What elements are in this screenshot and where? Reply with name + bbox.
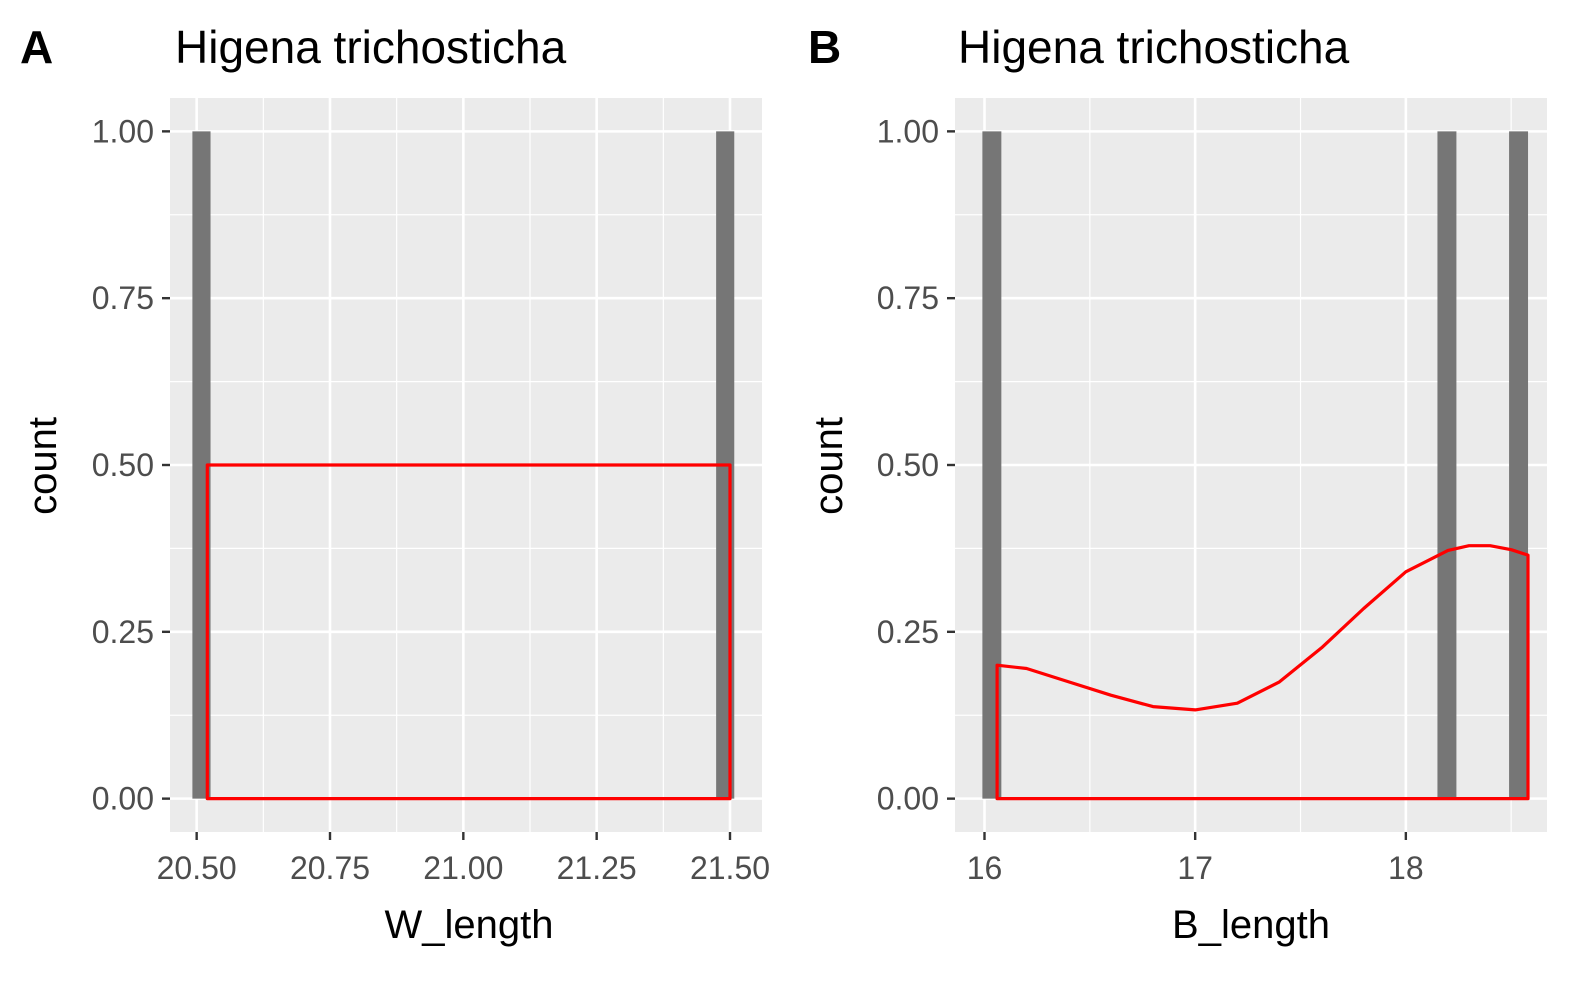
bars-b — [982, 131, 1529, 799]
chart-title-a: Higena trichosticha — [175, 21, 567, 73]
chart-panel-b: B Higena trichosticha 0.00 0.25 0.50 0.75 1.… — [807, 21, 1547, 947]
y-tick-label-a-1: 0.25 — [92, 614, 154, 650]
y-tick-label-a-3: 0.75 — [92, 280, 154, 316]
panel-tag-a: A — [20, 21, 53, 73]
x-tick-label-a-1: 20.75 — [290, 850, 370, 886]
y-axis-ticks-b: 0.00 0.25 0.50 0.75 1.00 — [877, 113, 955, 817]
y-axis-ticks-a: 0.00 0.25 0.50 0.75 1.00 — [92, 113, 170, 817]
density-curve-a — [205, 463, 732, 801]
x-axis-label-a: W_length — [385, 903, 554, 947]
x-tick-label-a-0: 20.50 — [157, 850, 237, 886]
x-axis-ticks-a: 20.50 20.75 21.00 21.25 21.50 — [157, 832, 770, 886]
x-tick-label-a-4: 21.50 — [690, 850, 770, 886]
x-tick-label-b-1: 17 — [1177, 850, 1213, 886]
y-axis-label-a: count — [21, 417, 65, 515]
y-tick-label-a-4: 1.00 — [92, 113, 154, 149]
chart-title-b: Higena trichosticha — [958, 21, 1350, 73]
panel-tag-b: B — [808, 21, 841, 73]
x-axis-ticks-b: 16 17 18 — [967, 832, 1424, 886]
y-axis-label-b: count — [807, 417, 851, 515]
bar-b-2 — [1509, 131, 1529, 799]
x-tick-label-a-2: 21.00 — [423, 850, 503, 886]
chart-panel-a: A Higena trichosticha 0.00 0.25 0.50 0.75 1.… — [20, 21, 770, 947]
y-tick-label-b-2: 0.50 — [877, 447, 939, 483]
bar-b-1 — [1437, 131, 1457, 799]
x-axis-label-b: B_length — [1172, 903, 1330, 947]
y-tick-label-b-3: 0.75 — [877, 280, 939, 316]
x-tick-label-a-3: 21.25 — [557, 850, 637, 886]
y-tick-label-a-0: 0.00 — [92, 781, 154, 817]
y-tick-label-b-1: 0.25 — [877, 614, 939, 650]
bar-b-0 — [982, 131, 1002, 799]
density-curve-b — [995, 544, 1530, 801]
y-tick-label-b-0: 0.00 — [877, 781, 939, 817]
x-tick-label-b-2: 18 — [1388, 850, 1424, 886]
x-tick-label-b-0: 16 — [967, 850, 1003, 886]
y-tick-label-a-2: 0.50 — [92, 447, 154, 483]
y-tick-label-b-4: 1.00 — [877, 113, 939, 149]
